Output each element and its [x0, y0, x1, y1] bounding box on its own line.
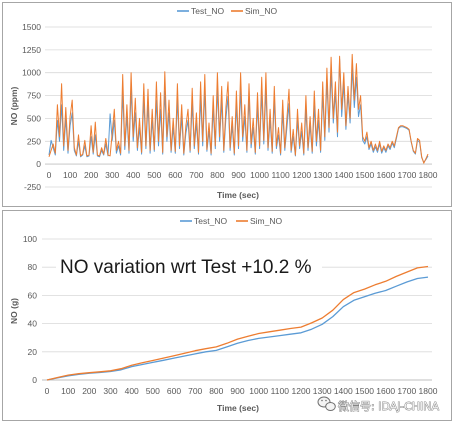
- y-axis-title: NO (g): [9, 298, 19, 324]
- top-chart: -250 0 250 500 750 1000 1250 1500 0 100 200 300 400 5…: [9, 6, 438, 200]
- y-tick-label: 1000: [22, 68, 41, 78]
- y-tick-label: 750: [27, 91, 41, 101]
- x-tick-label: 500: [146, 386, 160, 396]
- x-tick-label: 100: [63, 170, 77, 180]
- x-tick-label: 1400: [334, 170, 353, 180]
- y-tick-label: 20: [28, 347, 38, 357]
- x-tick-label: 1000: [250, 170, 269, 180]
- x-tick-label: 1700: [397, 386, 416, 396]
- x-tick-label: 500: [147, 170, 161, 180]
- y-tick-label: -250: [24, 182, 41, 192]
- x-tick-label: 1600: [376, 386, 395, 396]
- x-axis-title: Time (sec): [217, 403, 259, 413]
- x-tick-label: 1800: [419, 386, 438, 396]
- x-tick-label: 1500: [355, 170, 374, 180]
- x-tick-label: 600: [168, 170, 182, 180]
- y-tick-label: 40: [28, 319, 38, 329]
- series-line-sim-no: [48, 53, 429, 164]
- y-tick-label: 100: [23, 234, 37, 244]
- y-tick-label: 250: [27, 136, 41, 146]
- x-tick-label: 700: [188, 386, 202, 396]
- series-line-sim-no: [46, 265, 429, 381]
- x-tick-label: 1200: [292, 170, 311, 180]
- x-tick-label: 1300: [313, 386, 332, 396]
- x-tick-label: 900: [230, 386, 244, 396]
- x-tick-label: 400: [126, 170, 140, 180]
- series-line-test-no: [46, 276, 429, 381]
- x-tick-label: 1500: [355, 386, 374, 396]
- annotation-box: [56, 255, 322, 279]
- x-tick-label: 100: [61, 386, 75, 396]
- wechat-icon: [317, 396, 336, 411]
- x-tick-label: 900: [231, 170, 245, 180]
- x-tick-label: 300: [105, 170, 119, 180]
- legend-label-sim-no: Sim_NO: [250, 216, 283, 226]
- x-tick-label: 1200: [292, 386, 311, 396]
- x-tick-label: 1800: [419, 170, 438, 180]
- legend-label-test-no: Test_NO: [194, 216, 227, 226]
- x-tick-label: 800: [209, 386, 223, 396]
- y-tick-label: 1250: [22, 45, 41, 55]
- y-tick-label: 80: [28, 262, 38, 272]
- y-axis-title: NO (ppm): [9, 86, 19, 125]
- x-tick-label: 200: [82, 386, 96, 396]
- y-tick-label: 0: [36, 159, 41, 169]
- series-line-test-no: [48, 58, 429, 163]
- x-tick-label: 1400: [334, 386, 353, 396]
- watermark: 微信号: IDAJ-CHINA: [317, 396, 440, 413]
- x-tick-label: 200: [84, 170, 98, 180]
- x-tick-label: 600: [167, 386, 181, 396]
- bottom-chart-frame: [2, 210, 452, 421]
- x-tick-label: 0: [45, 386, 50, 396]
- y-tick-label: 500: [27, 113, 41, 123]
- x-tick-label: 1600: [376, 170, 395, 180]
- annotation-text: NO variation wrt Test +10.2 %: [60, 257, 312, 278]
- x-tick-label: 1100: [271, 386, 290, 396]
- watermark-text: 微信号: IDAJ-CHINA: [338, 399, 439, 413]
- x-axis-title: Time (sec): [217, 190, 259, 200]
- legend-label-sim-no: Sim_NO: [245, 6, 278, 16]
- x-tick-label: 1100: [271, 170, 290, 180]
- x-tick-label: 0: [47, 170, 52, 180]
- x-tick-label: 1300: [313, 170, 332, 180]
- x-tick-label: 800: [210, 170, 224, 180]
- x-tick-label: 1000: [249, 386, 268, 396]
- y-tick-label: 1500: [22, 22, 41, 32]
- x-tick-label: 300: [103, 386, 117, 396]
- x-tick-label: 400: [125, 386, 139, 396]
- y-tick-label: 0: [32, 375, 37, 385]
- y-tick-label: 60: [28, 290, 38, 300]
- legend-label-test-no: Test_NO: [191, 6, 224, 16]
- x-tick-label: 700: [189, 170, 203, 180]
- x-tick-label: 1700: [397, 170, 416, 180]
